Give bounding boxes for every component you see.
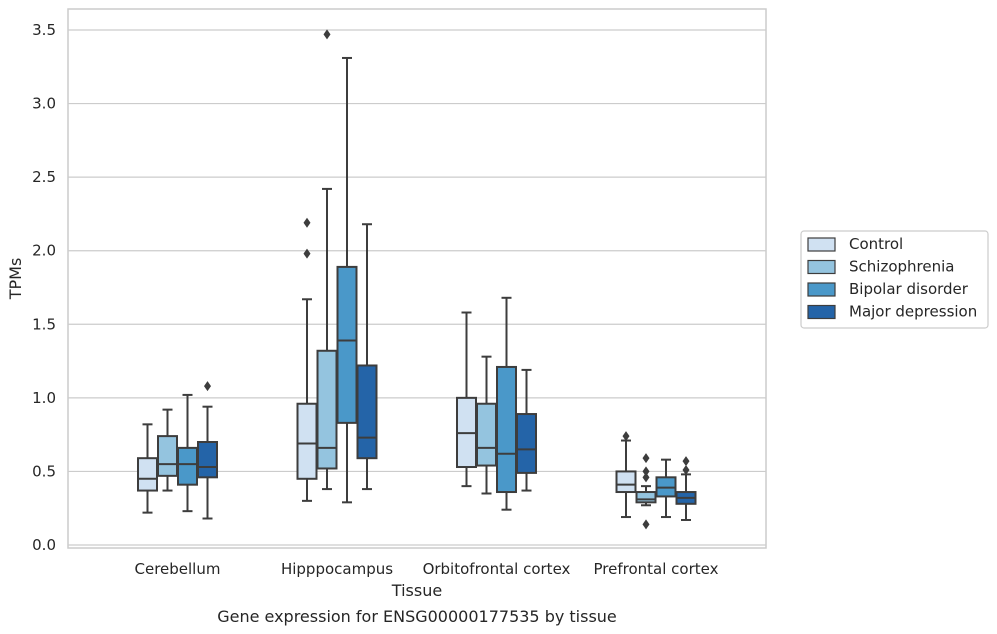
y-tick-label: 0.0 <box>32 536 56 554</box>
outlier-point <box>204 381 211 392</box>
box-major-depression <box>197 381 218 520</box>
legend-swatch <box>807 237 836 252</box>
outlier-point <box>303 248 311 259</box>
legend-swatch <box>807 282 836 297</box>
y-tick-label: 3.5 <box>32 21 56 39</box>
y-axis-ticks: 0.0 0.5 1.0 1.5 2.0 2.5 3.0 3.5 <box>32 21 56 554</box>
x-axis-ticks: Cerebellum Hipppocampus Orbitofrontal cort… <box>135 560 719 578</box>
box-major-depression <box>356 223 378 491</box>
outlier-point <box>642 466 650 477</box>
outlier-point <box>642 453 650 464</box>
box-bipolar-disorder <box>177 393 198 513</box>
box <box>516 413 537 474</box>
box-major-depression <box>675 456 697 521</box>
y-tick-label: 0.5 <box>32 462 56 480</box>
box <box>496 365 517 494</box>
legend-label: Schizophrenia <box>849 258 954 276</box>
legend: Control Schizophrenia Bipolar disorder Majo… <box>800 230 989 329</box>
box-bipolar-disorder <box>655 458 677 519</box>
box <box>316 349 338 470</box>
box <box>615 470 637 494</box>
box-schizophrenia <box>316 29 338 491</box>
box-bipolar-disorder <box>496 296 517 511</box>
legend-label: Major depression <box>849 303 977 321</box>
box-bipolar-disorder <box>336 56 358 504</box>
box-schizophrenia <box>476 355 497 495</box>
y-tick-label: 2.5 <box>32 168 56 186</box>
outlier-point <box>682 456 690 467</box>
box-control <box>615 431 637 519</box>
legend-frame <box>800 230 989 329</box>
box <box>177 446 198 486</box>
box-schizophrenia <box>635 453 657 530</box>
box <box>157 435 178 477</box>
box <box>296 402 318 480</box>
y-tick-label: 1.5 <box>32 315 56 333</box>
outlier-point <box>323 29 331 40</box>
x-tick-label: Hipppocampus <box>281 560 393 578</box>
box <box>356 364 378 460</box>
box <box>137 457 158 492</box>
x-tick-label: Orbitofrontal cortex <box>423 560 571 578</box>
box <box>635 491 657 504</box>
legend-swatch <box>807 259 836 275</box>
box-control <box>456 311 477 488</box>
box-control <box>296 217 318 502</box>
plot-area <box>137 29 697 530</box>
box-major-depression <box>516 368 537 492</box>
x-tick-label: Cerebellum <box>135 560 221 578</box>
y-tick-label: 3.0 <box>32 95 56 113</box>
box <box>336 265 358 424</box>
box-schizophrenia <box>157 408 178 492</box>
plot-frame <box>67 8 767 549</box>
outlier-point <box>303 217 311 228</box>
outlier-point <box>642 519 650 530</box>
x-tick-label: Prefrontal cortex <box>594 560 719 578</box>
y-axis-title: TPMs <box>6 258 25 301</box>
box <box>476 402 497 467</box>
y-tick-label: 2.0 <box>32 242 56 260</box>
outlier-point <box>642 472 650 483</box>
y-tick-label: 1.0 <box>32 389 56 407</box>
legend-label: Control <box>849 235 903 253</box>
outlier-point <box>682 464 690 475</box>
legend-swatch <box>807 304 836 320</box>
x-axis-title: Tissue <box>391 581 442 600</box>
outlier-point <box>622 431 630 442</box>
box <box>197 441 218 479</box>
chart-caption: Gene expression for ENSG00000177535 by t… <box>217 607 617 626</box>
legend-label: Bipolar disorder <box>849 280 969 298</box>
box-control <box>137 423 158 514</box>
